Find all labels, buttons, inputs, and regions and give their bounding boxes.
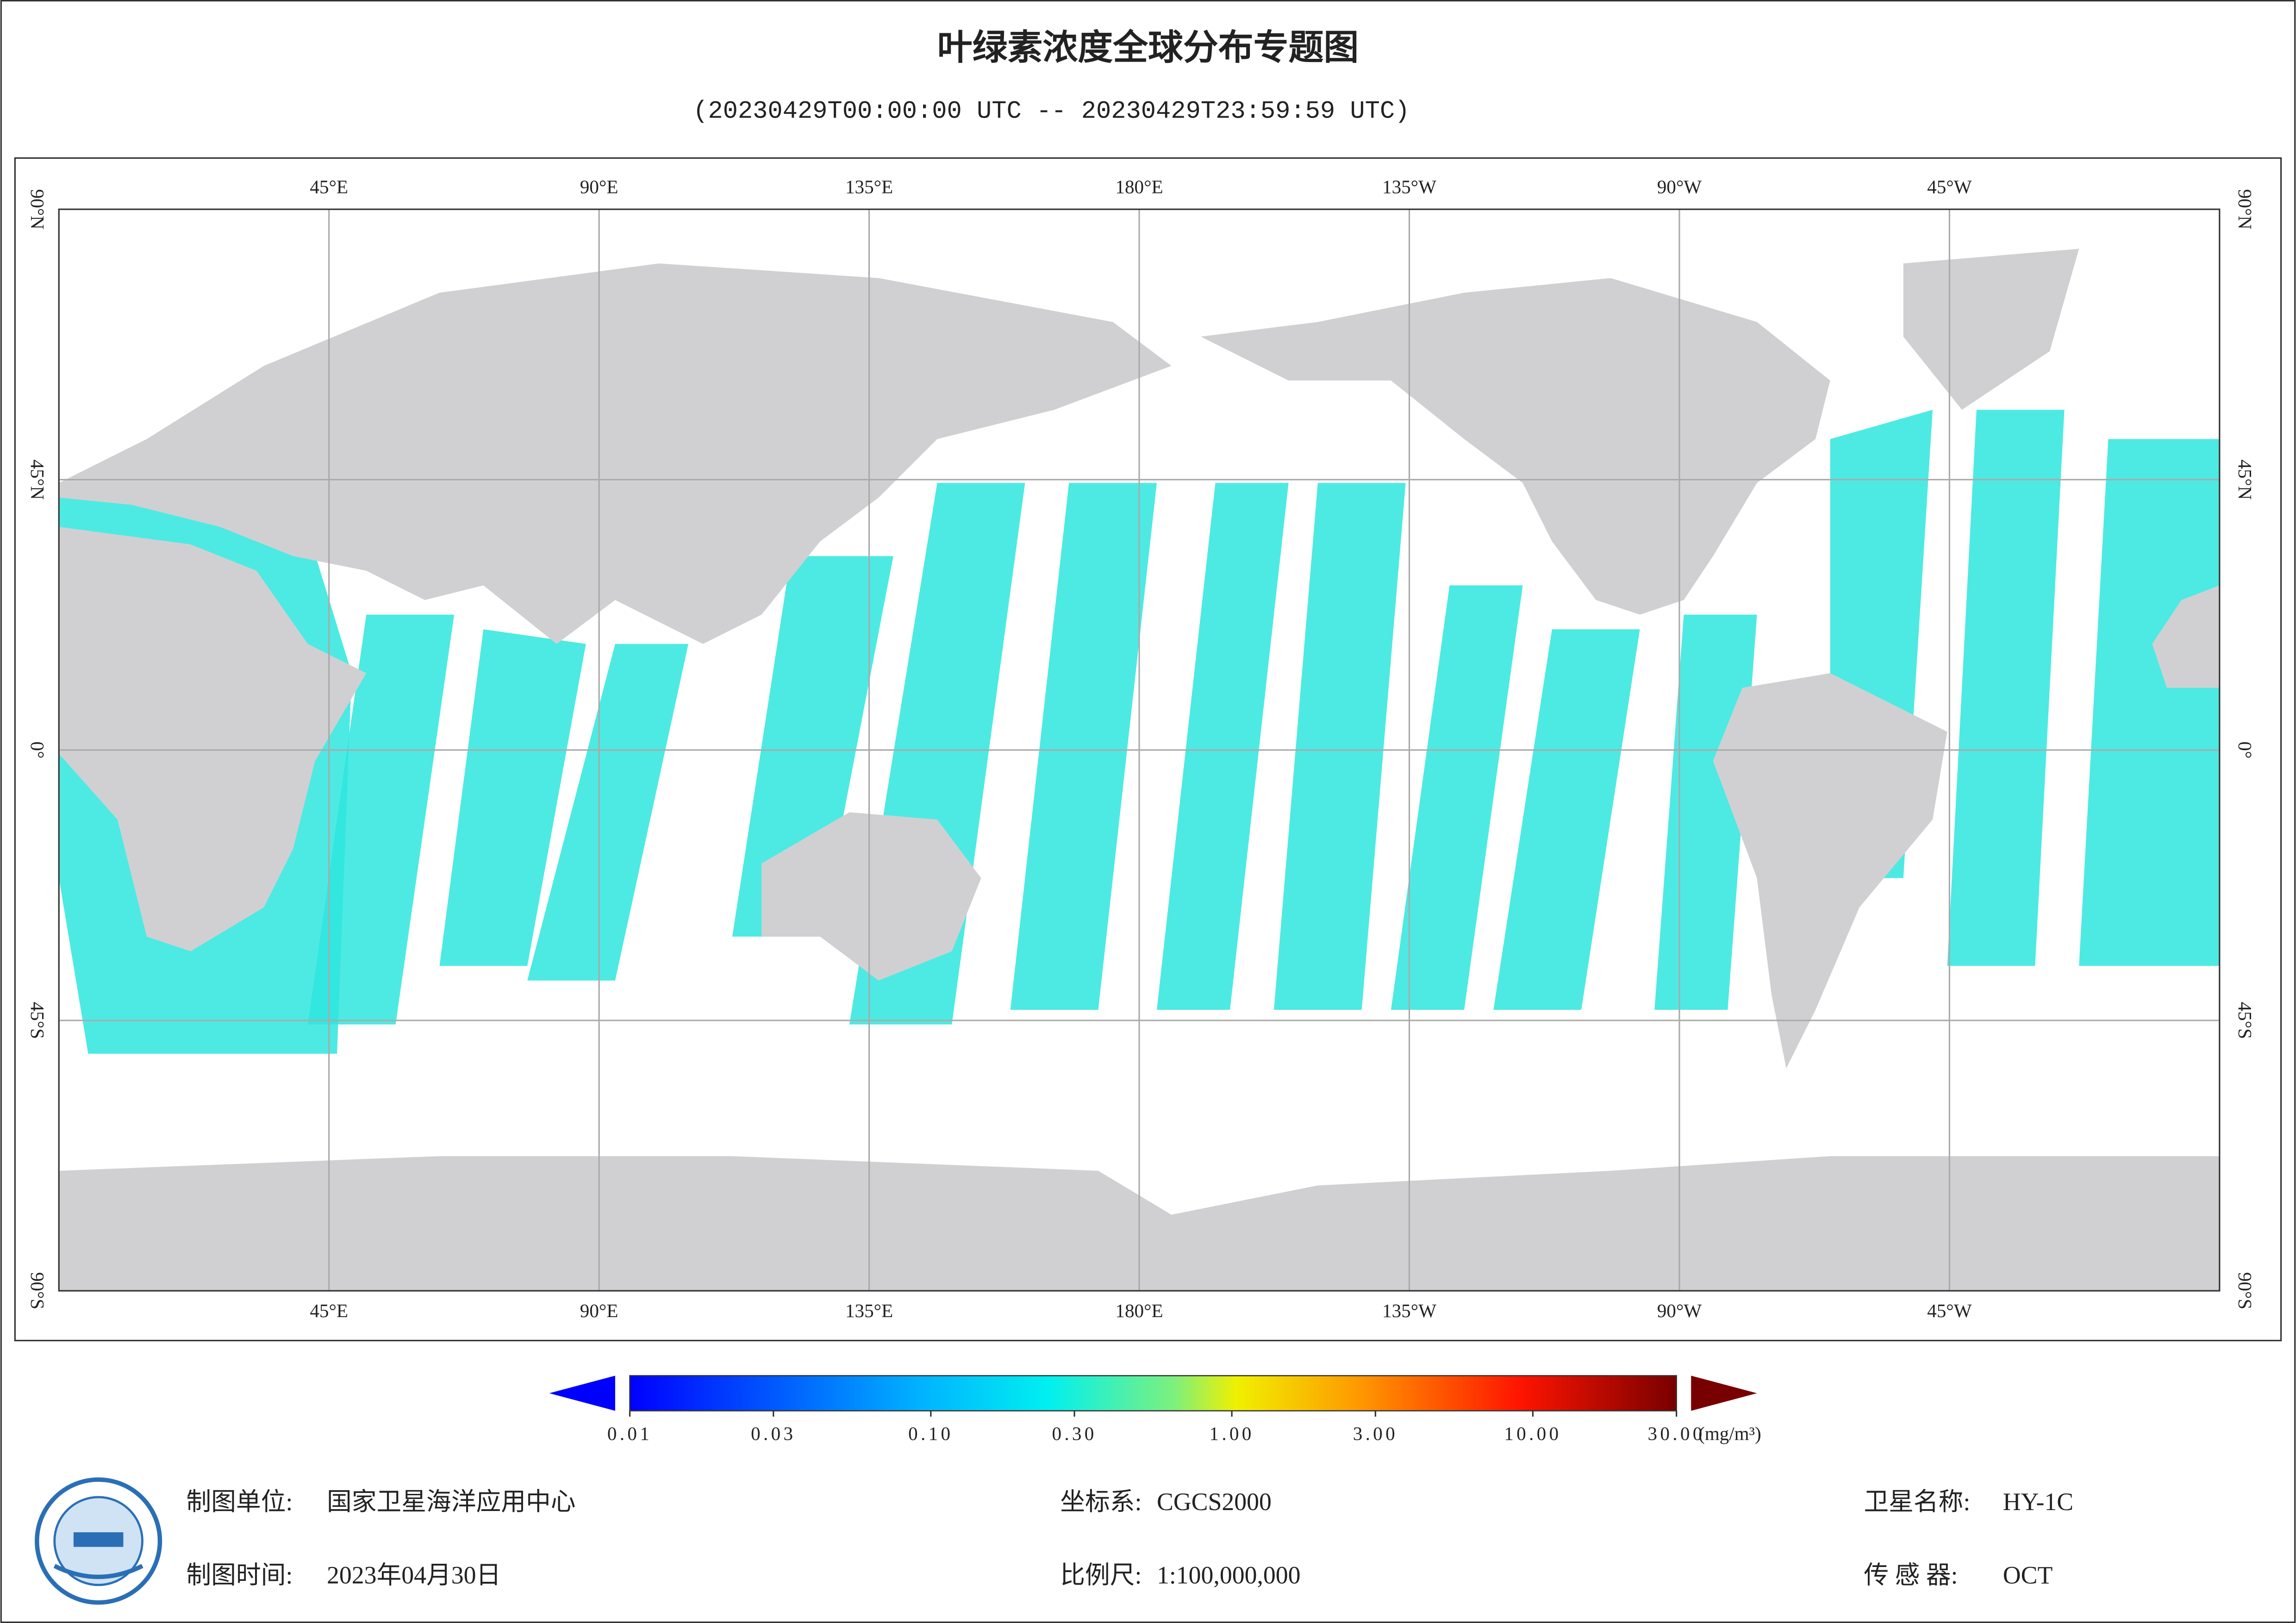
lon-label-bottom: 135°W xyxy=(1382,1300,1436,1321)
lon-label-top: 90°W xyxy=(1657,176,1702,197)
lat-label-left: 45°S xyxy=(27,1002,48,1039)
colorbar-tick-label: 30.00 xyxy=(1648,1423,1705,1444)
colorbar-high-arrow xyxy=(1691,1375,1757,1411)
footer-value: 2023年04月30日 xyxy=(327,1561,501,1589)
colorbar-tick-label: 3.00 xyxy=(1353,1423,1398,1444)
footer-label: 坐标系: xyxy=(1060,1488,1142,1516)
lon-label-bottom: 90°W xyxy=(1657,1300,1702,1321)
lon-label-top: 135°E xyxy=(845,176,893,197)
footer-label: 制图时间: xyxy=(186,1561,293,1589)
colorbar xyxy=(629,1375,1677,1412)
colorbar-tick-label: 1.00 xyxy=(1209,1423,1254,1444)
colorbar-tick-label: 0.10 xyxy=(908,1423,953,1444)
map xyxy=(59,209,2220,1291)
footer-label: 比例尺: xyxy=(1060,1561,1142,1589)
lon-label-bottom: 135°E xyxy=(845,1300,893,1321)
colorbar-tick-label: 10.00 xyxy=(1504,1423,1561,1444)
map-frame xyxy=(58,208,2221,1292)
map-outer-frame xyxy=(14,157,2282,1342)
lon-label-top: 45°W xyxy=(1927,176,1972,197)
footer-value: CGCS2000 xyxy=(1157,1488,1272,1516)
lat-label-right: 45°N xyxy=(2234,460,2256,500)
lat-label-left: 0° xyxy=(27,741,48,759)
lat-label-right: 45°S xyxy=(2234,1002,2256,1039)
footer-value: 国家卫星海洋应用中心 xyxy=(327,1488,576,1516)
footer-label: 传 感 器: xyxy=(1864,1561,1958,1589)
footer-value: OCT xyxy=(2003,1561,2053,1589)
lon-label-bottom: 45°W xyxy=(1927,1300,1972,1321)
lat-label-left: 90°S xyxy=(27,1272,48,1309)
colorbar-tick-label: 0.30 xyxy=(1052,1423,1097,1444)
colorbar-unit: (mg/m³) xyxy=(1698,1423,1761,1445)
lat-label-left: 45°N xyxy=(27,460,48,500)
lon-label-top: 135°W xyxy=(1382,176,1436,197)
footer-label: 制图单位: xyxy=(186,1488,293,1516)
lon-label-top: 90°E xyxy=(580,176,618,197)
lat-label-right: 90°N xyxy=(2234,189,2256,230)
footer-value: 1:100,000,000 xyxy=(1157,1561,1301,1589)
colorbar-tick-label: 0.03 xyxy=(751,1423,796,1444)
title: 叶绿素浓度全球分布专题图 xyxy=(937,27,1359,68)
subtitle: (20230429T00:00:00 UTC -- 20230429T23:59… xyxy=(693,98,1410,126)
colorbar-tick-label: 0.01 xyxy=(607,1423,652,1444)
lat-label-left: 90°N xyxy=(27,189,48,230)
lat-label-right: 0° xyxy=(2234,741,2256,759)
lon-label-top: 45°E xyxy=(310,176,348,197)
footer-label: 卫星名称: xyxy=(1864,1488,1970,1516)
footer-value: HY-1C xyxy=(2003,1488,2073,1516)
lat-label-right: 90°S xyxy=(2234,1272,2256,1309)
lon-label-bottom: 180°E xyxy=(1115,1300,1163,1321)
lon-label-bottom: 90°E xyxy=(580,1300,618,1321)
lon-label-bottom: 45°E xyxy=(310,1300,348,1321)
logo xyxy=(35,1477,162,1605)
lon-label-top: 180°E xyxy=(1115,176,1163,197)
colorbar-low-arrow xyxy=(549,1375,615,1411)
